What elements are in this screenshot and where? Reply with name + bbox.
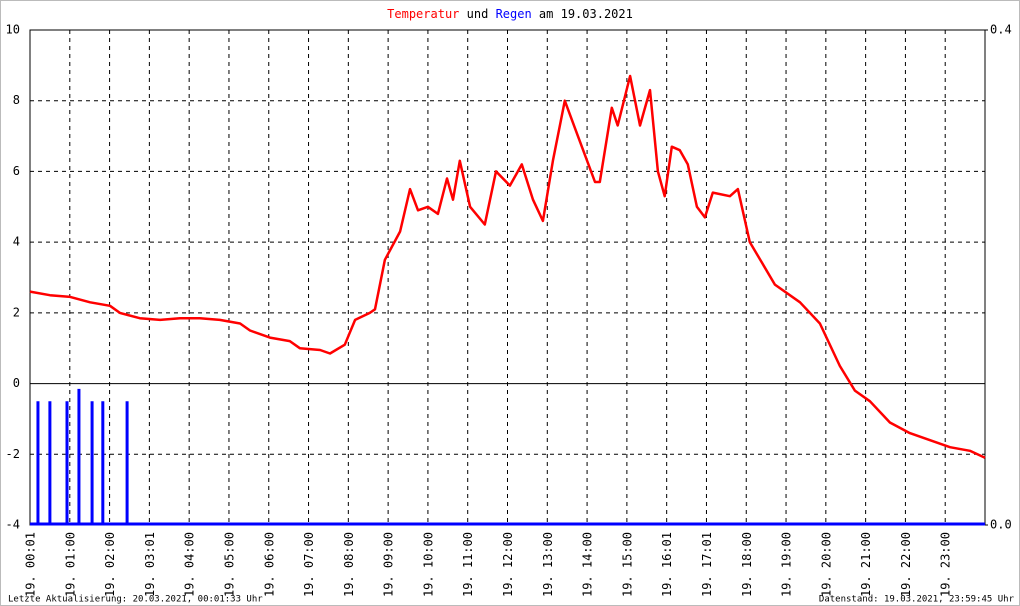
- y2-tick-label: 0.4: [990, 23, 1012, 37]
- x-tick-label: 19. 19:00: [780, 532, 794, 597]
- x-tick-label: 19. 07:00: [302, 532, 316, 597]
- x-tick-label: 19. 22:00: [899, 532, 913, 597]
- x-tick-label: 19. 10:00: [421, 532, 435, 597]
- x-tick-label: 19. 09:00: [382, 532, 396, 597]
- y-tick-label: 8: [13, 93, 20, 107]
- x-tick-label: 19. 06:00: [262, 532, 276, 597]
- x-tick-label: 19. 05:00: [222, 532, 236, 597]
- title-part: und: [467, 7, 489, 21]
- x-tick-label: 19. 21:00: [859, 532, 873, 597]
- rain-bar: [48, 401, 52, 525]
- x-tick-label: 19. 12:00: [501, 532, 515, 597]
- x-tick-label: 19. 04:00: [183, 532, 197, 597]
- x-tick-label: 19. 17:01: [700, 532, 714, 597]
- x-tick-label: 19. 18:00: [740, 532, 754, 597]
- rain-bar: [65, 401, 69, 525]
- title-part: Temperatur: [387, 7, 459, 21]
- x-tick-label: 19. 01:00: [63, 532, 77, 597]
- x-tick-label: 19. 03:01: [143, 532, 157, 597]
- footer-right: Datenstand: 19.03.2021, 23:59:45 Uhr: [819, 595, 1015, 605]
- x-tick-label: 19. 11:00: [461, 532, 475, 597]
- rain-bar: [101, 401, 105, 525]
- x-tick-label: 19. 13:00: [541, 532, 555, 597]
- x-tick-label: 19. 02:00: [103, 532, 117, 597]
- y-tick-label: 4: [13, 235, 20, 249]
- y-tick-label: 2: [13, 305, 20, 319]
- chart-title: Temperatur und Regen am 19.03.2021: [387, 7, 633, 21]
- x-tick-label: 19. 16:01: [660, 532, 674, 597]
- y-tick-label: 6: [13, 164, 20, 178]
- rain-bar: [125, 401, 129, 525]
- rain-bar: [90, 401, 94, 525]
- x-tick-label: 19. 00:01: [24, 532, 38, 597]
- y-tick-label: 10: [6, 23, 20, 37]
- y2-tick-label: 0.0: [990, 518, 1012, 532]
- rain-bar: [36, 401, 40, 525]
- y-tick-label: 0: [13, 376, 20, 390]
- y-tick-label: -4: [6, 518, 20, 532]
- title-part: Regen: [496, 7, 532, 21]
- footer-left: Letzte Aktualisierung: 20.03.2021, 00:01…: [8, 595, 263, 605]
- temperature-line: [29, 74, 986, 459]
- x-tick-label: 19. 08:00: [342, 532, 356, 597]
- x-tick-label: 19. 14:00: [581, 532, 595, 597]
- x-tick-label: 19. 15:00: [620, 532, 634, 597]
- y-tick-label: -2: [6, 447, 20, 461]
- rain-bar: [77, 388, 81, 525]
- title-part: am 19.03.2021: [539, 7, 633, 21]
- x-tick-label: 19. 20:00: [819, 532, 833, 597]
- x-tick-label: 19. 23:00: [939, 532, 953, 597]
